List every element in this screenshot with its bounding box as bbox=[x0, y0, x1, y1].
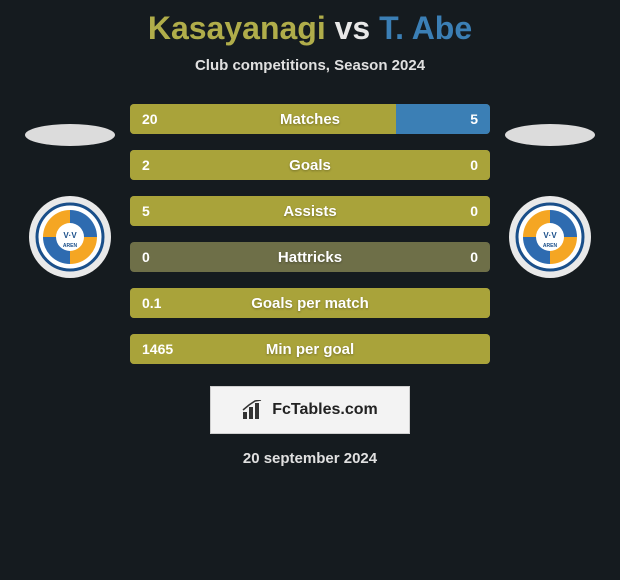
stat-bar-value-right: 0 bbox=[470, 157, 478, 173]
subtitle: Club competitions, Season 2024 bbox=[195, 57, 425, 74]
stat-bar: Goals2 0 bbox=[130, 150, 490, 180]
stat-bar-value-left: 0 bbox=[142, 249, 150, 265]
stat-bar-label: Hattricks bbox=[130, 249, 490, 266]
player1-club-crest: V·V AREN bbox=[29, 196, 111, 278]
stat-bar-value-right: 0 bbox=[470, 203, 478, 219]
player2-club-crest: V·V AREN bbox=[509, 196, 591, 278]
stat-bar-value-left: 20 bbox=[142, 111, 158, 127]
svg-text:AREN: AREN bbox=[543, 243, 558, 249]
stat-bar: Matches20 5 bbox=[130, 104, 490, 134]
stat-bar-value-right: 0 bbox=[470, 249, 478, 265]
brand-box[interactable]: FcTables.com bbox=[210, 386, 410, 434]
stat-bar-label: Min per goal bbox=[130, 341, 490, 358]
root: Kasayanagi vs T. Abe Club competitions, … bbox=[0, 0, 620, 467]
stat-bar: Hattricks0 0 bbox=[130, 242, 490, 272]
stats-area: V·V AREN Matches205Goals20Assists50Hattr… bbox=[0, 104, 620, 364]
right-column: V·V AREN bbox=[500, 104, 600, 278]
player2-flag-oval bbox=[505, 124, 595, 146]
brand-text: FcTables.com bbox=[272, 401, 378, 419]
stat-bar-label: Goals per match bbox=[130, 295, 490, 312]
stat-bar-label: Matches bbox=[130, 111, 490, 128]
stat-bar-label: Assists bbox=[130, 203, 490, 220]
stat-bar-value-right: 5 bbox=[470, 111, 478, 127]
page-title: Kasayanagi vs T. Abe bbox=[148, 10, 472, 47]
date-text: 20 september 2024 bbox=[243, 450, 377, 467]
stat-bars: Matches205Goals20Assists50Hattricks00Goa… bbox=[130, 104, 490, 364]
left-column: V·V AREN bbox=[20, 104, 120, 278]
svg-text:V·V: V·V bbox=[543, 231, 557, 240]
title-player1: Kasayanagi bbox=[148, 10, 326, 46]
svg-text:AREN: AREN bbox=[63, 243, 78, 249]
club-crest-icon: V·V AREN bbox=[515, 202, 585, 272]
stat-bar-value-left: 1465 bbox=[142, 341, 173, 357]
brand-chart-icon bbox=[242, 400, 266, 420]
stat-bar-value-left: 2 bbox=[142, 157, 150, 173]
svg-text:V·V: V·V bbox=[63, 231, 77, 240]
club-crest-icon: V·V AREN bbox=[35, 202, 105, 272]
stat-bar-value-left: 0.1 bbox=[142, 295, 161, 311]
title-player2: T. Abe bbox=[379, 10, 472, 46]
stat-bar: Goals per match0.1 bbox=[130, 288, 490, 318]
player1-flag-oval bbox=[25, 124, 115, 146]
title-vs: vs bbox=[335, 10, 371, 46]
stat-bar: Assists5 0 bbox=[130, 196, 490, 226]
stat-bar-label: Goals bbox=[130, 157, 490, 174]
stat-bar: Min per goal1465 bbox=[130, 334, 490, 364]
stat-bar-value-left: 5 bbox=[142, 203, 150, 219]
